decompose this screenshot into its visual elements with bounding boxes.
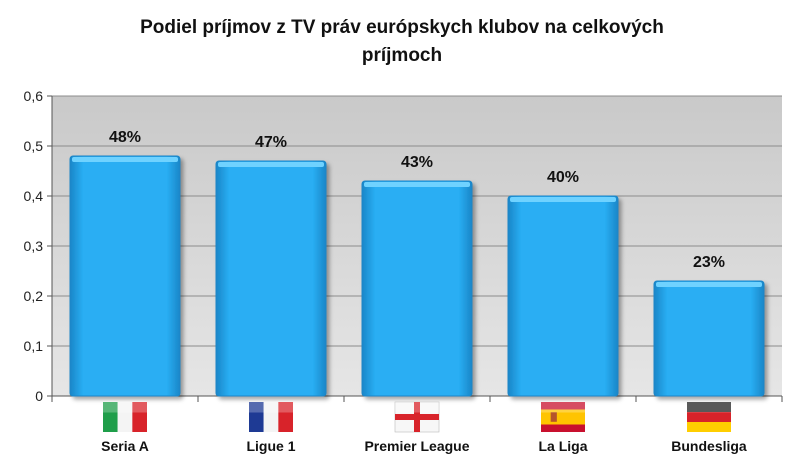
bar-top-highlight [510, 197, 616, 202]
y-tick-label: 0 [35, 388, 43, 404]
data-label: 40% [547, 169, 579, 186]
chart-title: Podiel príjmov z TV práv európskych klub… [0, 14, 804, 70]
bar-top-highlight [364, 182, 470, 187]
spain-flag-icon [541, 402, 585, 432]
x-category-label: La Liga [538, 438, 587, 454]
bar-ligue-1 [215, 160, 327, 397]
germany-flag-icon [687, 402, 731, 432]
x-category-label: Seria A [101, 438, 149, 454]
bar-seria-a [69, 155, 181, 397]
x-category-label: Bundesliga [671, 438, 747, 454]
france-flag-icon [249, 402, 293, 432]
y-tick-label: 0,5 [24, 138, 44, 154]
data-label: 47% [255, 134, 287, 151]
bar-top-highlight [72, 157, 178, 162]
bar-la-liga [507, 195, 619, 397]
x-category-label: Premier League [364, 438, 469, 454]
italy-flag-icon [103, 402, 147, 432]
y-tick-label: 0,1 [24, 338, 44, 354]
bar-premier-league [361, 180, 473, 397]
chart-title-line-2: príjmoch [361, 45, 443, 66]
england-flag-icon [394, 401, 440, 433]
bar-bundesliga [653, 280, 765, 397]
bar-top-highlight [656, 282, 762, 287]
y-tick-label: 0,2 [24, 288, 44, 304]
bar-top-highlight [218, 162, 324, 167]
data-label: 43% [401, 154, 433, 171]
y-tick-label: 0,4 [24, 188, 44, 204]
y-tick-label: 0,3 [24, 238, 44, 254]
chart-title-line-1: Podiel príjmov z TV práv európskych klub… [140, 17, 664, 38]
y-tick-label: 0,6 [24, 88, 44, 104]
x-category-label: Ligue 1 [246, 438, 295, 454]
data-label: 48% [109, 129, 141, 146]
data-label: 23% [693, 254, 725, 271]
